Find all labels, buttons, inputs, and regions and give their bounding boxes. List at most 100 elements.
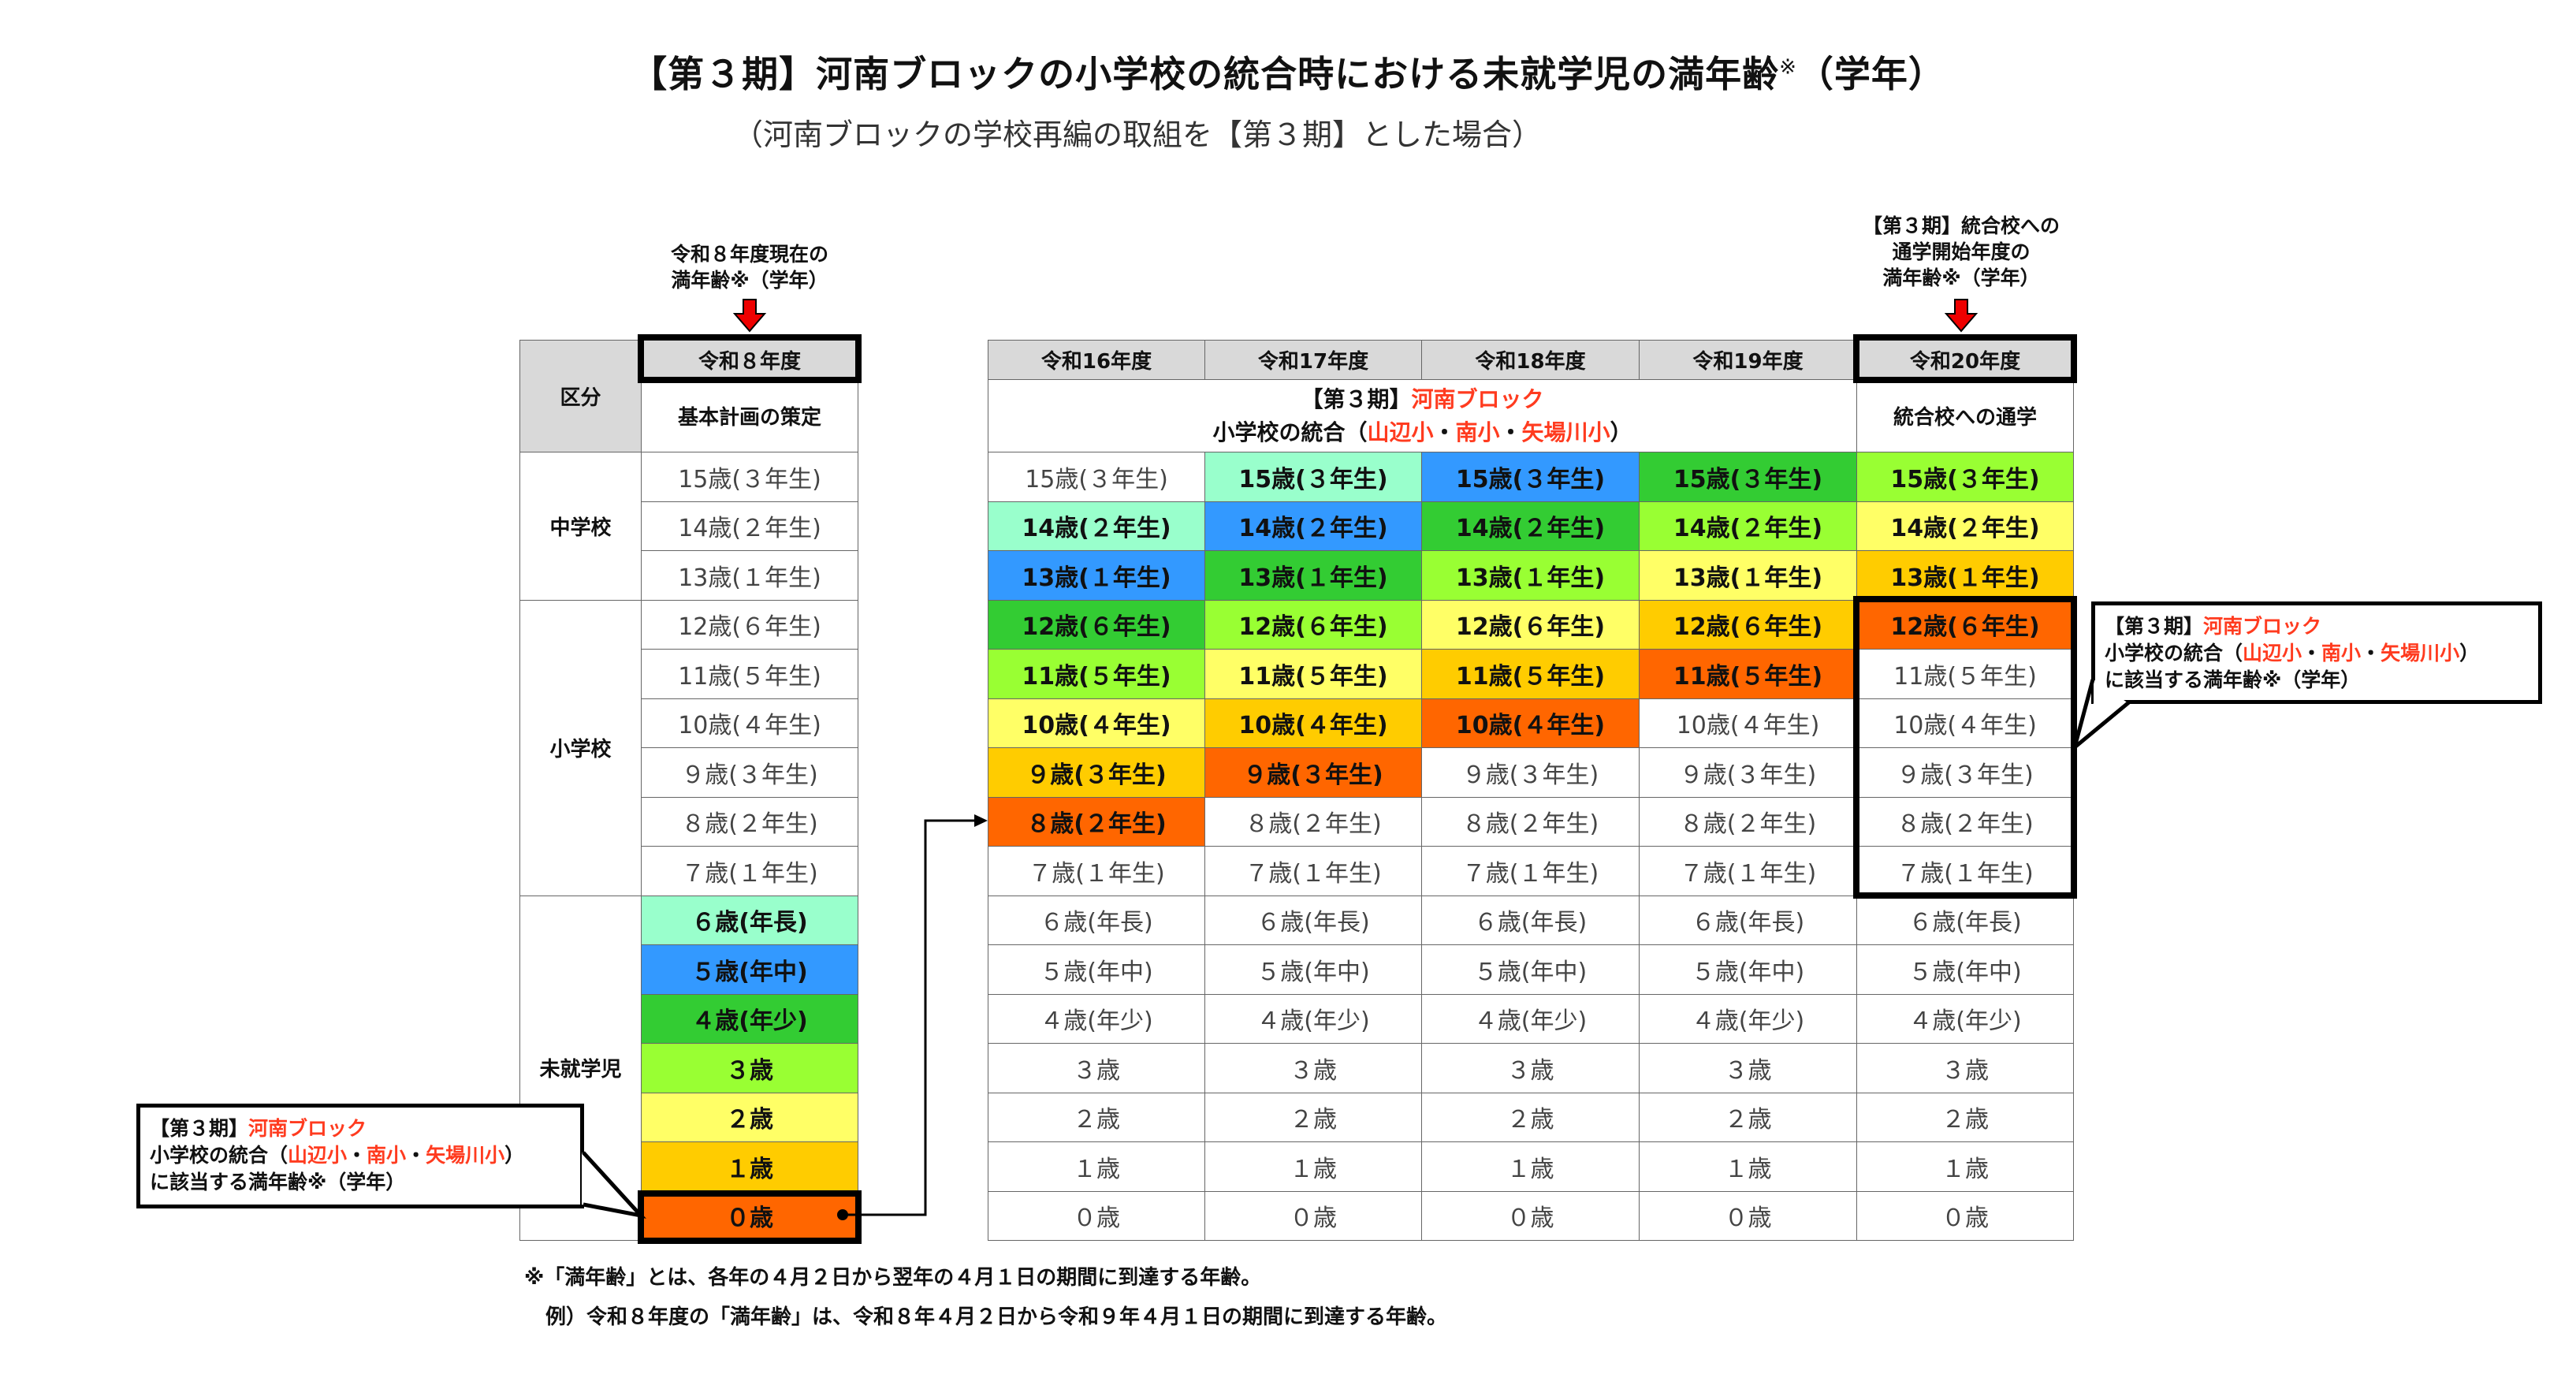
school: 山辺小 [1367, 419, 1434, 445]
age-cell: 15歳(３年生) [1639, 452, 1857, 502]
left-callout-tail [582, 1151, 646, 1219]
age-cell: 14歳(２年生) [641, 501, 858, 551]
age-cell: 12歳(６年生) [1204, 599, 1422, 650]
sep: ・ [1499, 419, 1522, 445]
age-cell: 13歳(１年生) [1204, 550, 1422, 601]
age-cell: ９歳(３年生) [1204, 747, 1422, 798]
title-text: 【第３期】河南ブロックの小学校の統合時における未就学児の満年齢 [631, 53, 1780, 95]
age-cell: 10歳(４年生) [1421, 698, 1640, 748]
age-cell: ０歳 [641, 1190, 858, 1241]
footnote-example: 例）令和８年度の「満年齢」は、令和８年４月２日から令和９年４月１日の期間に到達す… [545, 1305, 1448, 1329]
right-callout: 【第３期】河南ブロック 小学校の統合（山辺小・南小・矢場川小） に該当する満年齢… [2091, 601, 2542, 704]
age-cell: ０歳 [988, 1190, 1205, 1241]
age-cell: ３歳 [641, 1043, 858, 1093]
down-arrow-icon [732, 299, 767, 333]
age-cell: 14歳(２年生) [1856, 501, 2074, 551]
age-cell: 13歳(１年生) [1639, 550, 1857, 601]
right-note-line: 通学開始年度の [1892, 240, 2031, 263]
age-cell: ３歳 [1204, 1043, 1422, 1093]
year-header: 令和17年度 [1204, 340, 1422, 380]
age-cell: ２歳 [1421, 1092, 1640, 1142]
callout-block: 河南ブロック [2203, 615, 2322, 638]
sep: ・ [1433, 419, 1456, 445]
age-cell: ９歳(３年生) [641, 747, 858, 798]
left-callout: 【第３期】河南ブロック 小学校の統合（山辺小・南小・矢場川小） に該当する満年齢… [136, 1104, 584, 1208]
age-cell: 13歳(１年生) [641, 550, 858, 601]
callout-school: 南小 [367, 1144, 407, 1167]
age-cell: ６歳(年長) [1856, 895, 2074, 945]
category-header: 区分 [519, 340, 642, 452]
subtitle: （河南ブロックの学校再編の取組を【第３期】とした場合） [733, 117, 1543, 152]
age-cell: 13歳(１年生) [1856, 550, 2074, 601]
left-note: 令和８年度現在の 満年齢※（学年） [631, 241, 868, 293]
phase-text: 小学校の統合（ [1212, 419, 1368, 445]
age-cell: ４歳(年少) [641, 993, 858, 1044]
callout-school: 南小 [2321, 642, 2362, 665]
callout-sep: ・ [347, 1144, 367, 1167]
right-callout-tail [2071, 679, 2131, 753]
callout-school: 山辺小 [288, 1144, 348, 1167]
age-cell: ２歳 [641, 1092, 858, 1142]
age-cell: 12歳(６年生) [1639, 599, 1857, 650]
year-header: 令和８年度 [641, 340, 858, 380]
age-cell: 14歳(２年生) [988, 501, 1205, 551]
callout-sep: ・ [2361, 642, 2381, 665]
age-cell: １歳 [641, 1141, 858, 1192]
age-cell: 12歳(６年生) [1856, 599, 2074, 650]
school: 矢場川小 [1521, 419, 1610, 445]
age-cell: 15歳(３年生) [1856, 452, 2074, 502]
age-cell: ０歳 [1856, 1190, 2074, 1241]
callout-text: 小学校の統合（ [2105, 642, 2243, 665]
age-cell: 10歳(４年生) [1204, 698, 1422, 748]
age-cell: ４歳(年少) [1856, 993, 2074, 1044]
age-cell: ９歳(３年生) [988, 747, 1205, 798]
right-note-line: 【第３期】統合校への [1862, 214, 2060, 237]
age-cell: ８歳(２年生) [1639, 796, 1857, 847]
age-cell: ３歳 [1856, 1043, 2074, 1093]
age-cell: ５歳(年中) [1421, 944, 1640, 995]
callout-school: 矢場川小 [2381, 642, 2460, 665]
page-title: 【第３期】河南ブロックの小学校の統合時における未就学児の満年齢※（学年） [0, 46, 2576, 98]
age-cell: ０歳 [1421, 1190, 1640, 1241]
age-cell: 11歳(５年生) [988, 649, 1205, 699]
school: 南小 [1455, 419, 1500, 445]
age-cell: 10歳(４年生) [641, 698, 858, 748]
age-cell: ４歳(年少) [988, 993, 1205, 1044]
year-header: 令和20年度 [1856, 340, 2074, 380]
age-cell: 13歳(１年生) [988, 550, 1205, 601]
callout-sep: ・ [2302, 642, 2322, 665]
right-note: 【第３期】統合校への 通学開始年度の 満年齢※（学年） [1827, 213, 2095, 291]
age-cell: ０歳 [1204, 1190, 1422, 1241]
age-cell: 11歳(５年生) [1639, 649, 1857, 699]
age-cell: ０歳 [1639, 1190, 1857, 1241]
connector-arrow [837, 814, 988, 1220]
year-header: 令和18年度 [1421, 340, 1640, 380]
age-cell: ７歳(１年生) [641, 846, 858, 896]
callout-text: ） [2459, 642, 2480, 665]
down-arrow-icon [1944, 299, 1979, 333]
callout-sep: ・ [406, 1144, 426, 1167]
right-note-line: 満年齢※（学年） [1882, 266, 2040, 289]
age-cell: ９歳(３年生) [1639, 747, 1857, 798]
callout-school: 山辺小 [2243, 642, 2302, 665]
callout-text: 【第３期】 [2105, 615, 2204, 638]
age-cell: ８歳(２年生) [988, 796, 1205, 847]
callout-text: 【第３期】 [150, 1117, 249, 1140]
title-mark: ※ [1779, 55, 1797, 80]
age-cell: 14歳(２年生) [1639, 501, 1857, 551]
age-cell: 11歳(５年生) [1204, 649, 1422, 699]
age-cell: 13歳(１年生) [1421, 550, 1640, 601]
age-cell: 11歳(５年生) [641, 649, 858, 699]
callout-text: に該当する満年齢※（学年） [150, 1171, 406, 1193]
age-cell: 15歳(３年生) [1421, 452, 1640, 502]
title-suffix: （学年） [1796, 53, 1945, 95]
age-cell: 12歳(６年生) [988, 599, 1205, 650]
phase-text: 【第３期】 [1301, 385, 1412, 412]
phase-text: ） [1610, 419, 1632, 445]
age-cell: ７歳(１年生) [1639, 846, 1857, 896]
callout-text: ） [504, 1144, 525, 1167]
age-cell: 12歳(６年生) [1421, 599, 1640, 650]
age-cell: 15歳(３年生) [641, 452, 858, 502]
callout-text: 小学校の統合（ [150, 1144, 288, 1167]
